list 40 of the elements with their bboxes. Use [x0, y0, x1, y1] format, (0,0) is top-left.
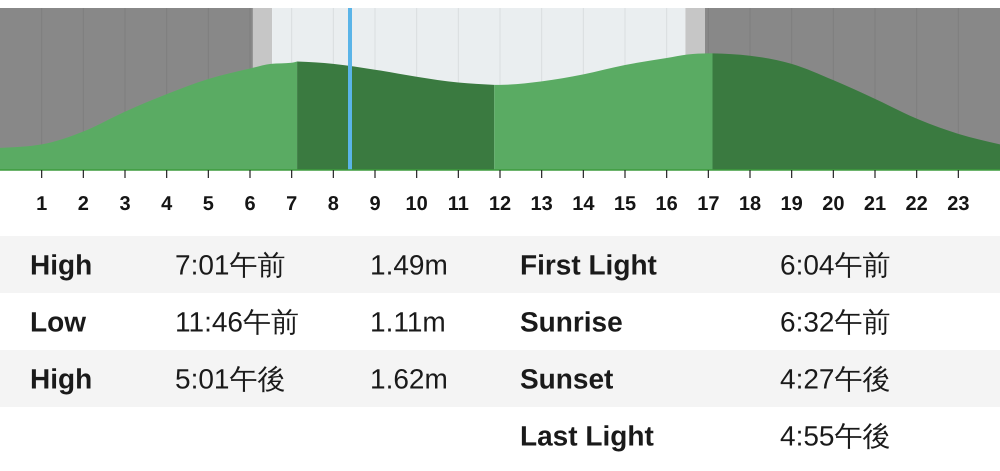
x-tick-label: 4 [161, 193, 174, 215]
x-tick-label: 13 [530, 193, 553, 215]
text: Last Light [520, 420, 654, 452]
text: 1.11m [370, 306, 446, 338]
text: 6:04午前 [780, 250, 890, 280]
x-tick-label: 7 [286, 193, 298, 215]
x-tick-label: 20 [822, 193, 844, 215]
x-tick-label: 10 [406, 193, 428, 215]
x-tick-label: 1 [36, 193, 48, 215]
x-tick-label: 17 [697, 193, 720, 215]
text: 4:27午後 [780, 364, 890, 394]
text: 4:55午後 [780, 420, 890, 452]
text: 1.62m [370, 364, 448, 394]
x-tick-label: 16 [656, 193, 678, 215]
text: High [30, 364, 92, 394]
x-tick-label: 19 [780, 193, 803, 215]
x-tick-label: 15 [614, 193, 636, 215]
x-tick-label: 11 [448, 193, 469, 215]
x-tick-label: 6 [244, 193, 256, 215]
x-tick-label: 14 [572, 193, 596, 215]
x-tick-label: 2 [78, 193, 89, 215]
text: 1.49m [370, 250, 448, 280]
x-tick-label: 8 [328, 193, 339, 215]
text: Sunrise [520, 306, 623, 338]
x-tick-label: 18 [738, 193, 762, 215]
text: Sunset [520, 364, 614, 394]
text: 7:01午前 [175, 250, 286, 280]
x-tick-label: 12 [488, 193, 512, 215]
text: Low [30, 306, 86, 338]
text: 5:01午後 [175, 364, 286, 394]
text: High [30, 250, 92, 280]
x-tick-label: 3 [119, 193, 131, 215]
x-tick-label: 21 [864, 193, 886, 215]
text: First Light [520, 250, 657, 280]
text: 11:46午前 [175, 306, 299, 338]
x-tick-label: 23 [947, 193, 970, 215]
text: 6:32午前 [780, 306, 890, 338]
x-tick-label: 5 [202, 193, 214, 215]
x-tick-label: 9 [369, 193, 381, 215]
x-tick-label: 22 [906, 193, 928, 215]
